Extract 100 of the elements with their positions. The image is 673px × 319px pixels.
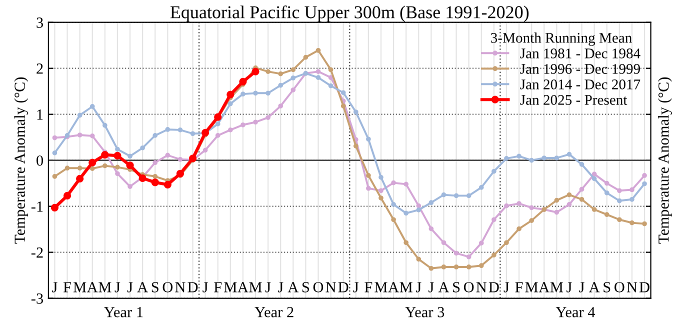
point bbox=[492, 252, 496, 258]
point bbox=[328, 67, 334, 72]
point bbox=[176, 170, 184, 178]
point bbox=[466, 264, 472, 270]
x-tick-label: S bbox=[152, 282, 158, 292]
point bbox=[278, 71, 284, 76]
point bbox=[115, 171, 120, 176]
x-tick-label: J bbox=[579, 282, 584, 292]
x-tick-label: M bbox=[73, 282, 86, 292]
x-tick-label: N bbox=[326, 282, 336, 292]
point bbox=[290, 76, 296, 80]
point bbox=[478, 240, 484, 246]
point bbox=[441, 240, 446, 246]
point bbox=[579, 186, 584, 192]
x-tick-label: J bbox=[566, 282, 572, 292]
point bbox=[554, 210, 560, 215]
point bbox=[428, 266, 434, 271]
point bbox=[90, 104, 95, 109]
point bbox=[240, 92, 246, 97]
y-axis-title: Temperature Anomaly (°C) bbox=[14, 77, 28, 244]
point bbox=[454, 250, 459, 256]
legend-label: Jan 1996 - Dec 1999 bbox=[520, 64, 640, 74]
point bbox=[340, 90, 346, 96]
y-tick-label: 2 bbox=[36, 64, 43, 74]
x-tick-label: J bbox=[353, 282, 359, 292]
point bbox=[140, 145, 145, 150]
point bbox=[52, 174, 58, 179]
point bbox=[404, 182, 409, 187]
point bbox=[290, 88, 296, 92]
point bbox=[126, 162, 134, 170]
point bbox=[630, 187, 634, 192]
point bbox=[492, 217, 496, 222]
point bbox=[504, 240, 509, 246]
x-tick-label: D bbox=[338, 282, 348, 292]
x-tick-label: A bbox=[388, 282, 399, 292]
point bbox=[441, 264, 446, 270]
point bbox=[50, 204, 59, 212]
x-tick-label: S bbox=[453, 282, 460, 292]
point bbox=[102, 163, 108, 168]
point bbox=[77, 166, 82, 171]
x-tick-label: A bbox=[438, 282, 450, 292]
point bbox=[516, 201, 522, 206]
point bbox=[478, 263, 484, 268]
x-tick-label: D bbox=[488, 282, 499, 292]
x-tick-label: N bbox=[476, 282, 487, 292]
point bbox=[190, 131, 196, 136]
x-tick-label: J bbox=[127, 282, 133, 292]
x-tick-label: S bbox=[604, 282, 610, 292]
point bbox=[378, 174, 384, 180]
point bbox=[630, 220, 634, 226]
point bbox=[128, 154, 132, 159]
y-tick-label: -1 bbox=[31, 202, 43, 212]
point bbox=[579, 162, 584, 167]
x-tick-label: O bbox=[614, 282, 624, 292]
chart-title: Equatorial Pacific Upper 300m (Base 1991-2020) bbox=[170, 5, 529, 22]
point bbox=[90, 166, 95, 172]
point bbox=[115, 146, 120, 152]
point bbox=[316, 75, 321, 80]
point bbox=[266, 69, 270, 74]
point bbox=[214, 113, 222, 121]
x-tick-label: D bbox=[188, 282, 198, 292]
x-tick-label: F bbox=[364, 282, 372, 292]
point bbox=[504, 203, 509, 208]
point bbox=[642, 173, 647, 178]
point bbox=[328, 75, 334, 80]
x-tick-label: F bbox=[515, 282, 523, 292]
point bbox=[228, 128, 233, 132]
point bbox=[579, 196, 584, 202]
point bbox=[316, 48, 321, 53]
point bbox=[604, 190, 610, 196]
point bbox=[239, 78, 247, 86]
point bbox=[616, 217, 622, 222]
x-tick-label: M bbox=[400, 282, 412, 292]
point bbox=[366, 136, 371, 142]
point bbox=[215, 122, 220, 126]
x-tick-label: D bbox=[639, 282, 650, 292]
point bbox=[114, 152, 122, 160]
x-tick-label: O bbox=[162, 282, 173, 292]
x-tick-label: J bbox=[265, 282, 271, 292]
x-tick-label: J bbox=[114, 282, 120, 292]
point bbox=[529, 158, 534, 163]
point bbox=[566, 192, 572, 198]
point bbox=[592, 172, 597, 177]
y-tick-label: 1 bbox=[37, 110, 43, 120]
point bbox=[554, 198, 560, 203]
x-tick-label: A bbox=[137, 282, 148, 292]
x-tick-label: A bbox=[87, 282, 98, 292]
point bbox=[52, 135, 58, 140]
point bbox=[152, 160, 158, 166]
point bbox=[278, 104, 284, 108]
point bbox=[529, 218, 534, 223]
x-tick-label: M bbox=[224, 282, 237, 292]
point bbox=[492, 168, 496, 174]
y-tick-label: 0 bbox=[36, 155, 44, 166]
y-tick-label: -2 bbox=[31, 247, 43, 258]
point bbox=[303, 54, 308, 60]
point bbox=[228, 101, 233, 106]
point bbox=[77, 112, 82, 118]
point bbox=[566, 152, 572, 157]
point bbox=[428, 226, 434, 232]
